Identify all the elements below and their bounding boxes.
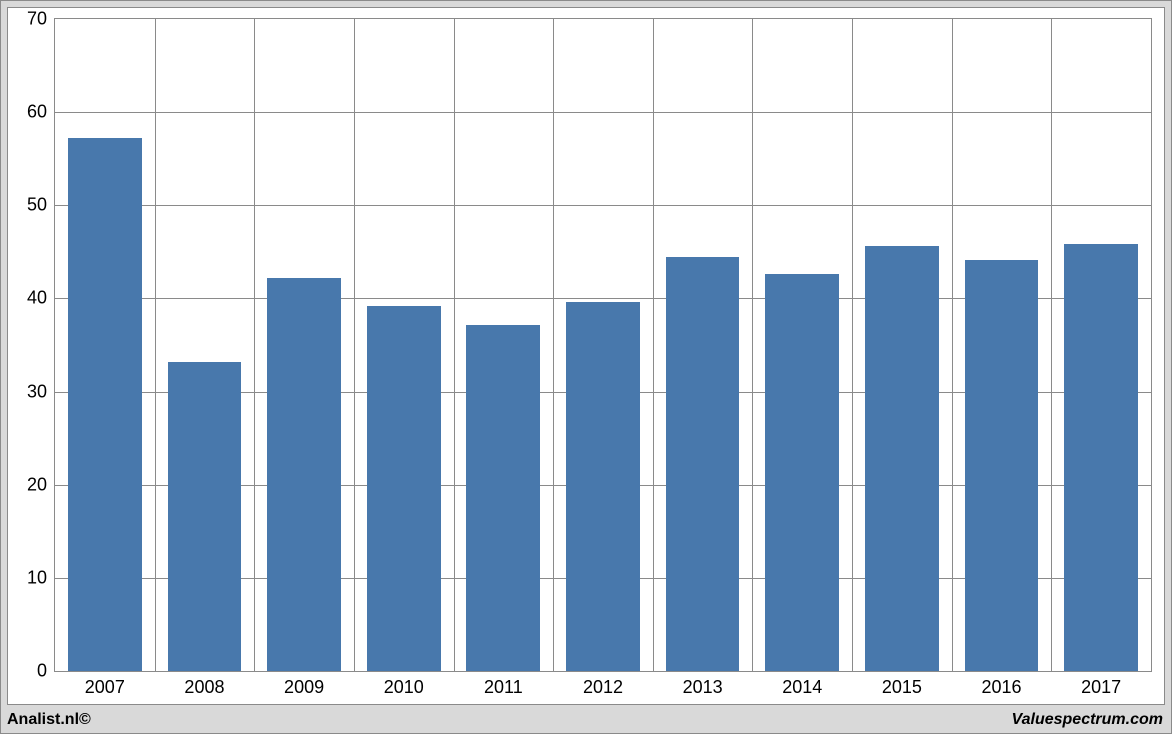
chart-gridline-vertical: [852, 19, 853, 671]
chart-x-tick-label: 2015: [882, 677, 922, 698]
chart-gridline-horizontal: [55, 112, 1151, 113]
chart-gridline-vertical: [653, 19, 654, 671]
chart-y-tick-label: 60: [27, 102, 47, 123]
chart-bar: [666, 257, 740, 671]
chart-bar: [466, 325, 540, 671]
chart-y-tick-label: 10: [27, 567, 47, 588]
chart-bar: [566, 302, 640, 671]
chart-x-tick-label: 2011: [484, 677, 523, 698]
chart-gridline-vertical: [1051, 19, 1052, 671]
chart-y-tick-label: 70: [27, 9, 47, 30]
chart-gridline-horizontal: [55, 205, 1151, 206]
chart-bar: [865, 246, 939, 671]
chart-gridline-vertical: [254, 19, 255, 671]
chart-gridline-vertical: [952, 19, 953, 671]
footer-left-credit: Analist.nl©: [7, 711, 91, 729]
chart-gridline-vertical: [752, 19, 753, 671]
chart-plot-container: 0 10 20 30 40 50 60 70 2007 2008 2009 2010 2011 2012 2…: [7, 7, 1165, 705]
chart-x-tick-label: 2012: [583, 677, 623, 698]
chart-y-tick-label: 0: [37, 661, 47, 682]
chart-x-tick-label: 2016: [982, 677, 1022, 698]
chart-bar: [168, 362, 242, 671]
chart-y-tick-label: 50: [27, 195, 47, 216]
chart-x-tick-label: 2007: [85, 677, 125, 698]
chart-plot-area: 0102030405060702007200820092010201120122…: [54, 18, 1152, 672]
chart-gridline-vertical: [155, 19, 156, 671]
chart-x-tick-label: 2017: [1081, 677, 1121, 698]
chart-outer-frame: 0 10 20 30 40 50 60 70 2007 2008 2009 2010 2011 2012 2…: [0, 0, 1172, 734]
chart-bar: [1064, 244, 1138, 671]
chart-bar: [367, 306, 441, 671]
chart-x-tick-label: 2009: [284, 677, 324, 698]
chart-gridline-vertical: [553, 19, 554, 671]
chart-y-tick-label: 30: [27, 381, 47, 402]
footer-right-credit: Valuespectrum.com: [1012, 711, 1163, 729]
chart-bar: [965, 260, 1039, 671]
chart-x-tick-label: 2014: [782, 677, 822, 698]
chart-gridline-vertical: [454, 19, 455, 671]
chart-bar: [68, 138, 142, 671]
chart-y-tick-label: 40: [27, 288, 47, 309]
chart-y-tick-label: 20: [27, 474, 47, 495]
chart-bar: [765, 274, 839, 671]
chart-x-tick-label: 2008: [184, 677, 224, 698]
chart-x-tick-label: 2013: [683, 677, 723, 698]
chart-gridline-vertical: [354, 19, 355, 671]
chart-bar: [267, 278, 341, 671]
chart-x-tick-label: 2010: [384, 677, 424, 698]
